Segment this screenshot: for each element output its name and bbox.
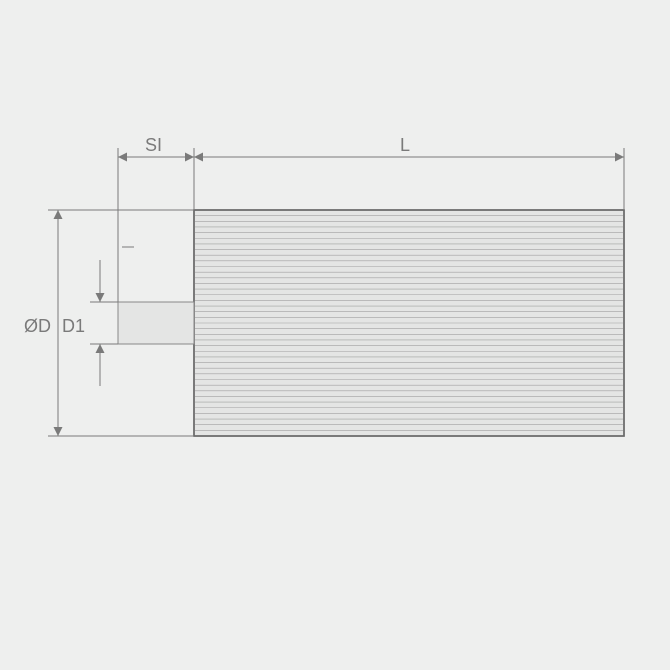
dim-label-L: L bbox=[400, 135, 410, 156]
technical-drawing-canvas bbox=[0, 0, 670, 670]
dim-label-D1: D1 bbox=[62, 316, 85, 337]
dim-label-SI: SI bbox=[145, 135, 162, 156]
dim-label-D: ØD bbox=[24, 316, 51, 337]
